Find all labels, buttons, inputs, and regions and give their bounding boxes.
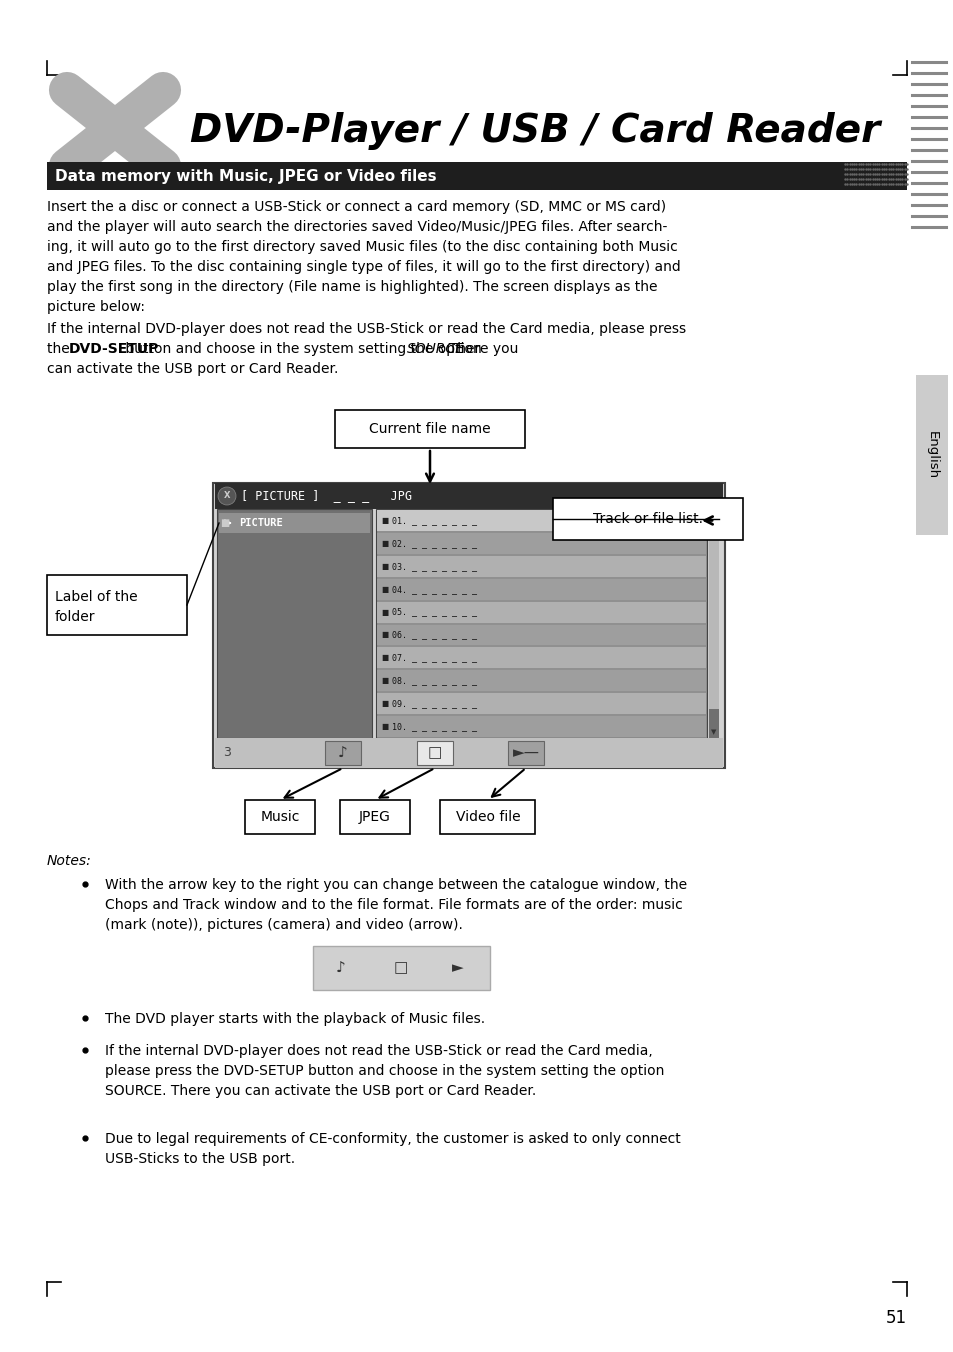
Bar (376, 556, 705, 577)
Text: Insert the a disc or connect a USB-Stick or connect a card memory (SD, MMC or MS: Insert the a disc or connect a USB-Stick… (47, 200, 665, 214)
Text: can activate the USB port or Card Reader.: can activate the USB port or Card Reader… (47, 362, 338, 376)
Text: With the arrow key to the right you can change between the catalogue window, the: With the arrow key to the right you can … (105, 877, 686, 892)
Text: ►—: ►— (512, 745, 539, 760)
Text: (mark (note)), pictures (camera) and video (arrow).: (mark (note)), pictures (camera) and vid… (105, 918, 462, 932)
Bar (376, 717, 705, 737)
Text: 10. _ _ _ _ _ _ _: 10. _ _ _ _ _ _ _ (392, 722, 476, 731)
Text: 02. _ _ _ _ _ _ _: 02. _ _ _ _ _ _ _ (392, 539, 476, 548)
Text: . There you: . There you (439, 342, 518, 356)
Text: ■: ■ (380, 699, 388, 708)
Bar (376, 625, 705, 645)
Text: □: □ (427, 745, 442, 760)
Bar (216, 508, 372, 738)
Bar (915, 375, 947, 535)
Bar (47, 162, 906, 191)
Text: Notes:: Notes: (47, 854, 91, 868)
Bar (376, 510, 705, 531)
Text: ▼: ▼ (711, 729, 716, 735)
Text: ■: ■ (380, 516, 388, 525)
Text: 09. _ _ _ _ _ _ _: 09. _ _ _ _ _ _ _ (392, 699, 476, 708)
Text: ♪: ♪ (337, 745, 348, 760)
Text: Chops and Track window and to the file format. File formats are of the order: mu: Chops and Track window and to the file f… (105, 898, 682, 913)
Text: 08. _ _ _ _ _ _ _: 08. _ _ _ _ _ _ _ (392, 676, 476, 685)
Text: ■: ■ (380, 539, 388, 548)
Text: SOURCE: SOURCE (407, 342, 464, 356)
Text: the: the (47, 342, 74, 356)
Text: play the first song in the directory (File name is highlighted). The screen disp: play the first song in the directory (Fi… (47, 280, 657, 293)
Text: Label of the: Label of the (55, 589, 137, 604)
Text: ■: ■ (380, 561, 388, 571)
Text: ■: ■ (220, 518, 229, 529)
Text: 06. _ _ _ _ _ _ _: 06. _ _ _ _ _ _ _ (392, 630, 476, 639)
Bar (708, 710, 719, 738)
Text: ►: ► (452, 960, 463, 976)
Bar (214, 738, 722, 768)
Text: [ PICTURE ]  _ _ _   JPG: [ PICTURE ] _ _ _ JPG (241, 489, 412, 503)
Bar (376, 579, 705, 599)
Text: If the internal DVD-player does not read the USB-Stick or read the Card media,: If the internal DVD-player does not read… (105, 1044, 652, 1059)
Bar (47, 575, 187, 635)
Bar (245, 800, 314, 834)
Text: folder: folder (55, 610, 95, 625)
Text: Video file: Video file (456, 810, 519, 823)
Text: and JPEG files. To the disc containing single type of files, it will go to the f: and JPEG files. To the disc containing s… (47, 260, 680, 274)
Bar (339, 800, 410, 834)
Circle shape (218, 487, 235, 506)
Text: □: □ (394, 960, 408, 976)
Text: USB-Sticks to the USB port.: USB-Sticks to the USB port. (105, 1152, 294, 1165)
Text: If the internal DVD-player does not read the USB-Stick or read the Card media, p: If the internal DVD-player does not read… (47, 322, 685, 337)
Text: 3: 3 (223, 746, 231, 760)
Text: The DVD player starts with the playback of Music files.: The DVD player starts with the playback … (105, 1013, 485, 1026)
Bar (219, 512, 370, 533)
Text: ■: ■ (380, 630, 388, 639)
Text: 05. _ _ _ _ _ _ _: 05. _ _ _ _ _ _ _ (392, 607, 476, 617)
Text: 03. _ _ _ _ _ _ _: 03. _ _ _ _ _ _ _ (392, 561, 476, 571)
Bar (313, 946, 490, 990)
Text: and the player will auto search the directories saved Video/Music/JPEG files. Af: and the player will auto search the dire… (47, 220, 667, 234)
Bar (376, 533, 705, 554)
Text: 04. _ _ _ _ _ _ _: 04. _ _ _ _ _ _ _ (392, 584, 476, 594)
Bar (335, 410, 524, 448)
Text: ♪: ♪ (335, 960, 346, 976)
Text: please press the DVD-SETUP button and choose in the system setting the option: please press the DVD-SETUP button and ch… (105, 1064, 663, 1078)
Bar (213, 483, 724, 768)
Text: Music: Music (260, 810, 299, 823)
Text: ■: ■ (380, 676, 388, 685)
Text: picture below:: picture below: (47, 300, 145, 314)
Bar (376, 694, 705, 714)
Bar (708, 508, 719, 738)
Text: ■: ■ (380, 722, 388, 731)
Bar (553, 498, 742, 539)
Text: Current file name: Current file name (369, 422, 490, 435)
Bar (507, 741, 543, 765)
Text: PICTURE: PICTURE (239, 518, 282, 529)
Bar (440, 800, 535, 834)
Bar (214, 483, 722, 508)
Text: Data memory with Music, JPEG or Video files: Data memory with Music, JPEG or Video fi… (55, 169, 436, 184)
Text: JPEG: JPEG (358, 810, 391, 823)
Text: 07. _ _ _ _ _ _ _: 07. _ _ _ _ _ _ _ (392, 653, 476, 662)
Text: 51: 51 (885, 1309, 906, 1328)
Text: Track or file list.: Track or file list. (593, 512, 702, 526)
Text: DVD-Player / USB / Card Reader: DVD-Player / USB / Card Reader (190, 112, 880, 150)
Text: ■: ■ (380, 653, 388, 662)
Bar (416, 741, 453, 765)
Text: 01. _ _ _ _ _ _ _: 01. _ _ _ _ _ _ _ (392, 516, 476, 525)
Text: DVD-SETUP: DVD-SETUP (69, 342, 159, 356)
Text: SOURCE. There you can activate the USB port or Card Reader.: SOURCE. There you can activate the USB p… (105, 1084, 536, 1098)
Text: ing, it will auto go to the first directory saved Music files (to the disc conta: ing, it will auto go to the first direct… (47, 241, 677, 254)
Bar (376, 648, 705, 668)
Text: button and choose in the system setting the option: button and choose in the system setting … (121, 342, 486, 356)
Bar (376, 671, 705, 691)
Bar (376, 602, 705, 622)
Bar (375, 508, 706, 738)
Bar (325, 741, 360, 765)
Text: ■: ■ (380, 607, 388, 617)
Text: Due to legal requirements of CE-conformity, the customer is asked to only connec: Due to legal requirements of CE-conformi… (105, 1132, 680, 1146)
Text: ■: ■ (380, 584, 388, 594)
Text: X: X (224, 492, 230, 500)
Text: English: English (924, 431, 938, 479)
